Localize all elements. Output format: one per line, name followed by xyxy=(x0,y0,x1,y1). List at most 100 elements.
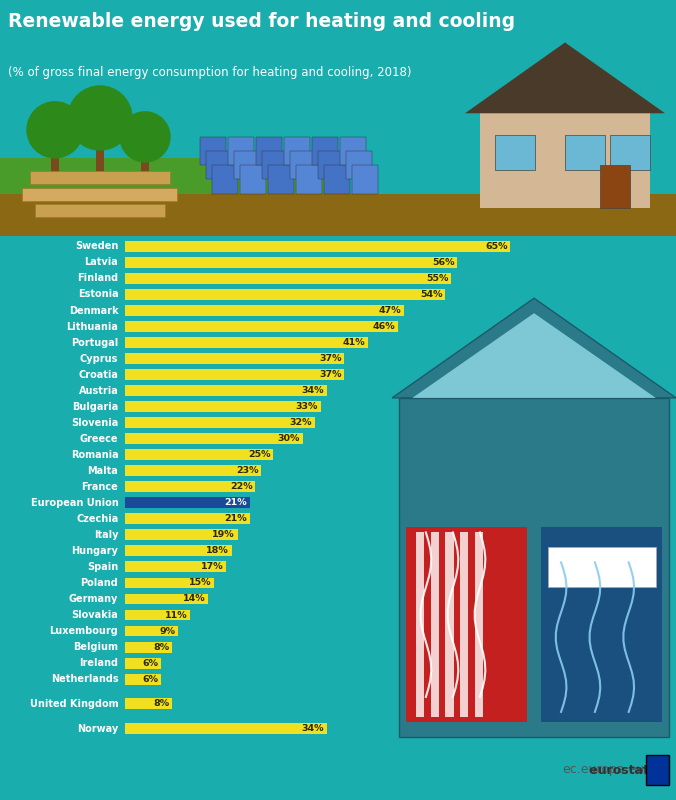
Text: Hungary: Hungary xyxy=(72,546,118,556)
Bar xyxy=(125,514,249,524)
Text: Greece: Greece xyxy=(80,434,118,444)
FancyBboxPatch shape xyxy=(296,166,322,194)
Bar xyxy=(125,450,273,460)
Circle shape xyxy=(68,86,132,150)
Text: 21%: 21% xyxy=(224,514,247,523)
FancyBboxPatch shape xyxy=(399,398,669,737)
Bar xyxy=(125,402,320,412)
Text: Slovakia: Slovakia xyxy=(72,610,118,620)
FancyBboxPatch shape xyxy=(206,151,232,179)
FancyBboxPatch shape xyxy=(541,527,662,722)
Bar xyxy=(125,466,262,476)
FancyBboxPatch shape xyxy=(284,137,310,166)
Text: 33%: 33% xyxy=(295,402,318,411)
Bar xyxy=(125,434,303,444)
Circle shape xyxy=(27,102,83,158)
Text: Belgium: Belgium xyxy=(73,642,118,652)
Text: Renewable energy used for heating and cooling: Renewable energy used for heating and co… xyxy=(8,12,515,30)
FancyBboxPatch shape xyxy=(30,171,170,184)
Text: ec.europa.eu/: ec.europa.eu/ xyxy=(562,763,649,777)
FancyBboxPatch shape xyxy=(646,755,669,785)
Text: Slovenia: Slovenia xyxy=(71,418,118,428)
FancyBboxPatch shape xyxy=(0,158,350,194)
Text: 17%: 17% xyxy=(201,562,223,571)
FancyBboxPatch shape xyxy=(445,533,454,717)
Text: 65%: 65% xyxy=(485,242,508,251)
FancyBboxPatch shape xyxy=(565,135,605,170)
Text: 8%: 8% xyxy=(153,642,170,651)
Text: France: France xyxy=(82,482,118,492)
Text: 56%: 56% xyxy=(432,258,454,267)
Bar xyxy=(125,530,238,540)
Text: Malta: Malta xyxy=(88,466,118,476)
Text: Latvia: Latvia xyxy=(84,258,118,267)
Text: Sweden: Sweden xyxy=(75,242,118,251)
FancyBboxPatch shape xyxy=(340,137,366,166)
FancyBboxPatch shape xyxy=(475,533,483,717)
Bar xyxy=(125,498,249,508)
FancyBboxPatch shape xyxy=(200,137,226,166)
Polygon shape xyxy=(412,313,656,398)
Text: 25%: 25% xyxy=(248,450,270,459)
Bar xyxy=(125,642,172,653)
FancyBboxPatch shape xyxy=(346,151,372,179)
Text: 6%: 6% xyxy=(142,674,158,684)
FancyBboxPatch shape xyxy=(312,137,338,166)
Polygon shape xyxy=(465,42,665,114)
Bar xyxy=(125,257,457,268)
Text: 21%: 21% xyxy=(224,498,247,507)
Text: 37%: 37% xyxy=(319,354,341,363)
Text: Portugal: Portugal xyxy=(71,338,118,347)
Text: 55%: 55% xyxy=(426,274,448,283)
Bar xyxy=(125,241,510,252)
Text: 11%: 11% xyxy=(165,610,187,619)
FancyBboxPatch shape xyxy=(318,151,344,179)
Text: 22%: 22% xyxy=(230,482,253,491)
FancyBboxPatch shape xyxy=(212,166,238,194)
Text: Italy: Italy xyxy=(94,530,118,540)
Text: Lithuania: Lithuania xyxy=(66,322,118,331)
Bar xyxy=(125,337,368,348)
Bar xyxy=(125,482,256,492)
Text: Finland: Finland xyxy=(77,274,118,283)
Text: 8%: 8% xyxy=(153,699,170,709)
Text: 46%: 46% xyxy=(372,322,395,331)
FancyBboxPatch shape xyxy=(495,135,535,170)
Text: 37%: 37% xyxy=(319,370,341,379)
Text: Estonia: Estonia xyxy=(78,290,118,299)
FancyBboxPatch shape xyxy=(256,137,282,166)
Text: 32%: 32% xyxy=(289,418,312,427)
Text: 34%: 34% xyxy=(301,386,324,395)
Bar xyxy=(125,321,397,332)
Text: Norway: Norway xyxy=(77,724,118,734)
FancyBboxPatch shape xyxy=(228,137,254,166)
Text: Cyprus: Cyprus xyxy=(80,354,118,363)
Bar xyxy=(125,723,327,734)
Text: Ireland: Ireland xyxy=(79,658,118,668)
FancyBboxPatch shape xyxy=(460,533,468,717)
Text: Poland: Poland xyxy=(80,578,118,588)
Bar xyxy=(125,385,327,396)
Text: Bulgaria: Bulgaria xyxy=(72,402,118,412)
FancyBboxPatch shape xyxy=(406,527,527,722)
Text: Spain: Spain xyxy=(87,562,118,572)
Text: 19%: 19% xyxy=(212,530,235,539)
FancyBboxPatch shape xyxy=(480,114,650,208)
Circle shape xyxy=(120,112,170,162)
Text: Luxembourg: Luxembourg xyxy=(49,626,118,636)
FancyBboxPatch shape xyxy=(431,533,439,717)
Text: Netherlands: Netherlands xyxy=(51,674,118,684)
Bar xyxy=(125,546,232,556)
Text: 18%: 18% xyxy=(206,546,229,555)
Bar xyxy=(125,674,161,685)
Text: (% of gross final energy consumption for heating and cooling, 2018): (% of gross final energy consumption for… xyxy=(8,66,412,79)
Bar xyxy=(125,578,214,588)
Text: 30%: 30% xyxy=(278,434,300,443)
Text: Czechia: Czechia xyxy=(76,514,118,524)
FancyBboxPatch shape xyxy=(240,166,266,194)
Text: 34%: 34% xyxy=(301,724,324,734)
Bar xyxy=(125,610,190,621)
Bar xyxy=(125,353,344,364)
FancyBboxPatch shape xyxy=(22,188,177,201)
FancyBboxPatch shape xyxy=(548,547,656,587)
